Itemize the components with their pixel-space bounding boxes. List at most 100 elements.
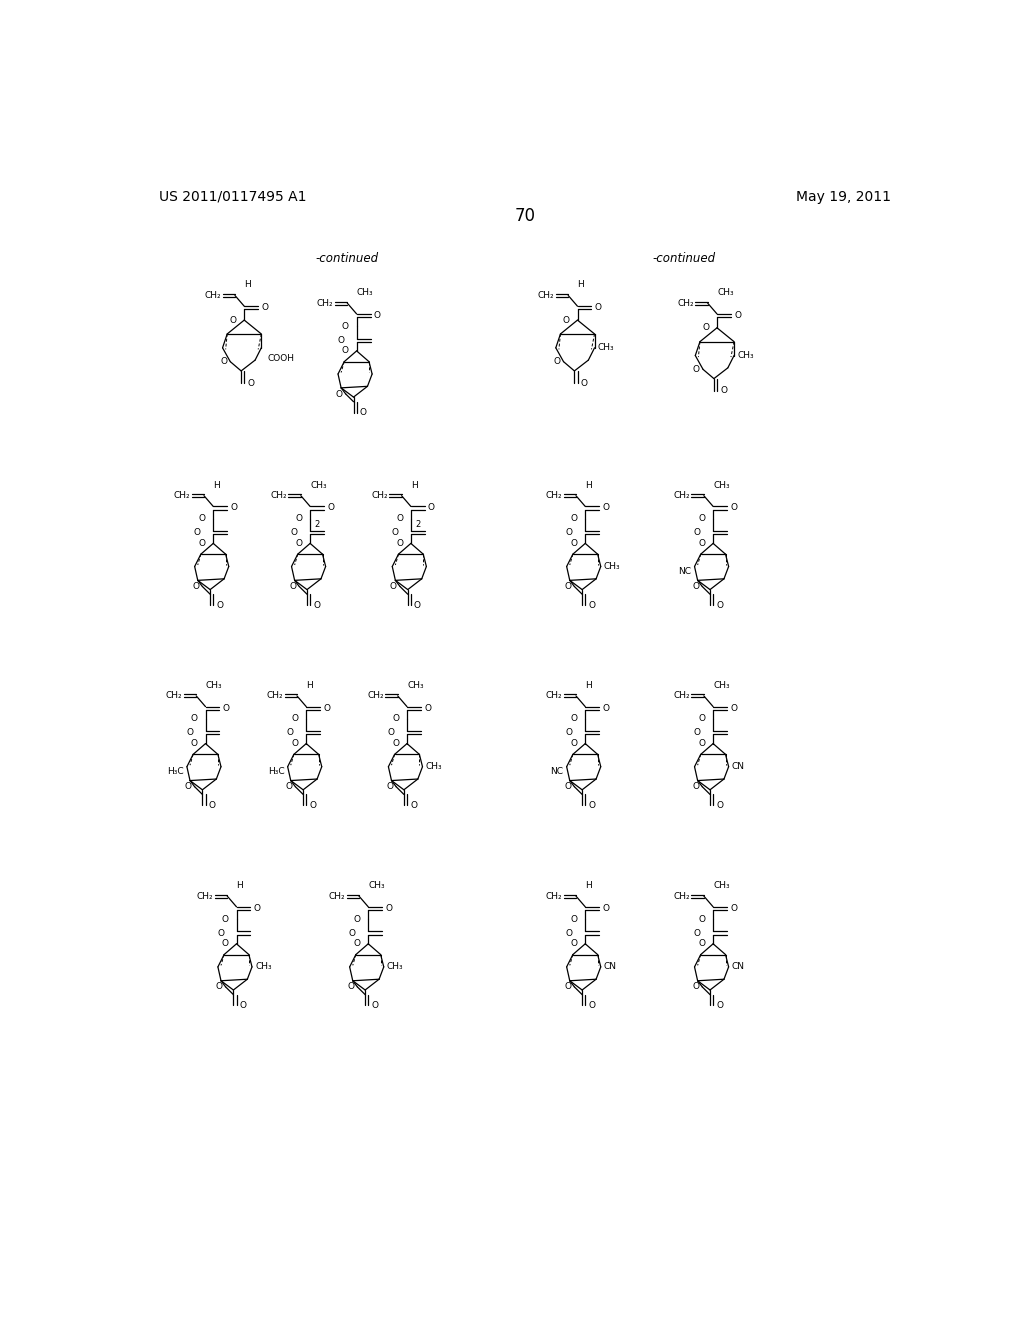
Text: O: O bbox=[570, 539, 578, 548]
Text: O: O bbox=[222, 940, 228, 948]
Text: O: O bbox=[388, 729, 394, 738]
Text: O: O bbox=[396, 515, 403, 523]
Text: O: O bbox=[730, 503, 737, 512]
Text: O: O bbox=[295, 539, 302, 548]
Text: O: O bbox=[553, 358, 560, 366]
Text: O: O bbox=[248, 379, 254, 388]
Text: 70: 70 bbox=[514, 207, 536, 226]
Text: O: O bbox=[353, 915, 360, 924]
Text: O: O bbox=[414, 601, 421, 610]
Text: O: O bbox=[698, 515, 706, 523]
Text: O: O bbox=[291, 528, 298, 537]
Text: CH₃: CH₃ bbox=[356, 288, 374, 297]
Text: CH₃: CH₃ bbox=[713, 880, 730, 890]
Text: O: O bbox=[702, 323, 710, 333]
Text: CH₂: CH₂ bbox=[673, 891, 690, 900]
Text: H: H bbox=[245, 280, 251, 289]
Text: O: O bbox=[261, 304, 268, 313]
Text: H: H bbox=[306, 681, 313, 689]
Text: H: H bbox=[586, 880, 592, 890]
Text: O: O bbox=[698, 539, 706, 548]
Text: CH₂: CH₂ bbox=[546, 491, 562, 500]
Text: O: O bbox=[230, 503, 238, 512]
Text: 2: 2 bbox=[416, 520, 421, 529]
Text: O: O bbox=[692, 783, 699, 791]
Text: O: O bbox=[566, 928, 572, 937]
Text: CH₂: CH₂ bbox=[329, 891, 345, 900]
Text: O: O bbox=[347, 982, 354, 991]
Text: H: H bbox=[578, 280, 585, 289]
Text: CH₃: CH₃ bbox=[598, 343, 614, 352]
Text: O: O bbox=[698, 714, 706, 723]
Text: NC: NC bbox=[551, 767, 563, 776]
Text: CN: CN bbox=[732, 762, 744, 771]
Text: O: O bbox=[566, 528, 572, 537]
Text: O: O bbox=[385, 904, 392, 913]
Text: H: H bbox=[213, 480, 220, 490]
Text: O: O bbox=[716, 801, 723, 809]
Text: O: O bbox=[566, 729, 572, 738]
Text: O: O bbox=[720, 387, 727, 396]
Text: O: O bbox=[374, 312, 381, 319]
Text: CH₃: CH₃ bbox=[717, 288, 733, 297]
Text: O: O bbox=[342, 322, 349, 331]
Text: O: O bbox=[602, 704, 609, 713]
Text: CN: CN bbox=[732, 962, 744, 972]
Text: O: O bbox=[289, 582, 296, 591]
Text: CH₂: CH₂ bbox=[270, 491, 287, 500]
Text: O: O bbox=[199, 539, 206, 548]
Text: O: O bbox=[215, 982, 222, 991]
Text: O: O bbox=[698, 940, 706, 948]
Text: O: O bbox=[564, 982, 571, 991]
Text: O: O bbox=[564, 582, 571, 591]
Text: CH₃: CH₃ bbox=[310, 480, 327, 490]
Text: O: O bbox=[564, 783, 571, 791]
Text: O: O bbox=[240, 1001, 247, 1010]
Text: O: O bbox=[698, 739, 706, 748]
Text: H₃C: H₃C bbox=[268, 767, 285, 776]
Text: O: O bbox=[324, 704, 331, 713]
Text: O: O bbox=[292, 739, 299, 748]
Text: CH₃: CH₃ bbox=[737, 351, 754, 360]
Text: O: O bbox=[693, 364, 700, 374]
Text: O: O bbox=[589, 801, 595, 809]
Text: CH₂: CH₂ bbox=[368, 692, 384, 701]
Text: O: O bbox=[693, 528, 700, 537]
Text: O: O bbox=[349, 928, 356, 937]
Text: CH₂: CH₂ bbox=[266, 692, 283, 701]
Text: O: O bbox=[589, 1001, 595, 1010]
Text: May 19, 2011: May 19, 2011 bbox=[796, 190, 891, 203]
Text: CH₂: CH₂ bbox=[371, 491, 388, 500]
Text: O: O bbox=[337, 335, 344, 345]
Text: H: H bbox=[586, 480, 592, 490]
Text: O: O bbox=[693, 928, 700, 937]
Text: O: O bbox=[428, 503, 435, 512]
Text: H: H bbox=[237, 880, 244, 890]
Text: O: O bbox=[390, 582, 397, 591]
Text: CH₂: CH₂ bbox=[173, 491, 190, 500]
Text: O: O bbox=[730, 904, 737, 913]
Text: O: O bbox=[222, 915, 228, 924]
Text: H: H bbox=[586, 681, 592, 689]
Text: O: O bbox=[602, 904, 609, 913]
Text: O: O bbox=[602, 503, 609, 512]
Text: O: O bbox=[313, 601, 321, 610]
Text: O: O bbox=[342, 346, 349, 355]
Text: O: O bbox=[716, 1001, 723, 1010]
Text: O: O bbox=[570, 714, 578, 723]
Text: O: O bbox=[309, 801, 316, 809]
Text: US 2011/0117495 A1: US 2011/0117495 A1 bbox=[159, 190, 306, 203]
Text: O: O bbox=[570, 940, 578, 948]
Text: O: O bbox=[222, 704, 229, 713]
Text: -continued: -continued bbox=[315, 252, 378, 265]
Text: O: O bbox=[392, 739, 399, 748]
Text: O: O bbox=[216, 601, 223, 610]
Text: O: O bbox=[287, 729, 294, 738]
Text: CH₃: CH₃ bbox=[369, 880, 385, 890]
Text: O: O bbox=[220, 358, 227, 366]
Text: CH₂: CH₂ bbox=[205, 290, 221, 300]
Text: CH₂: CH₂ bbox=[673, 692, 690, 701]
Text: H: H bbox=[411, 480, 418, 490]
Text: O: O bbox=[359, 408, 367, 417]
Text: CH₃: CH₃ bbox=[713, 681, 730, 689]
